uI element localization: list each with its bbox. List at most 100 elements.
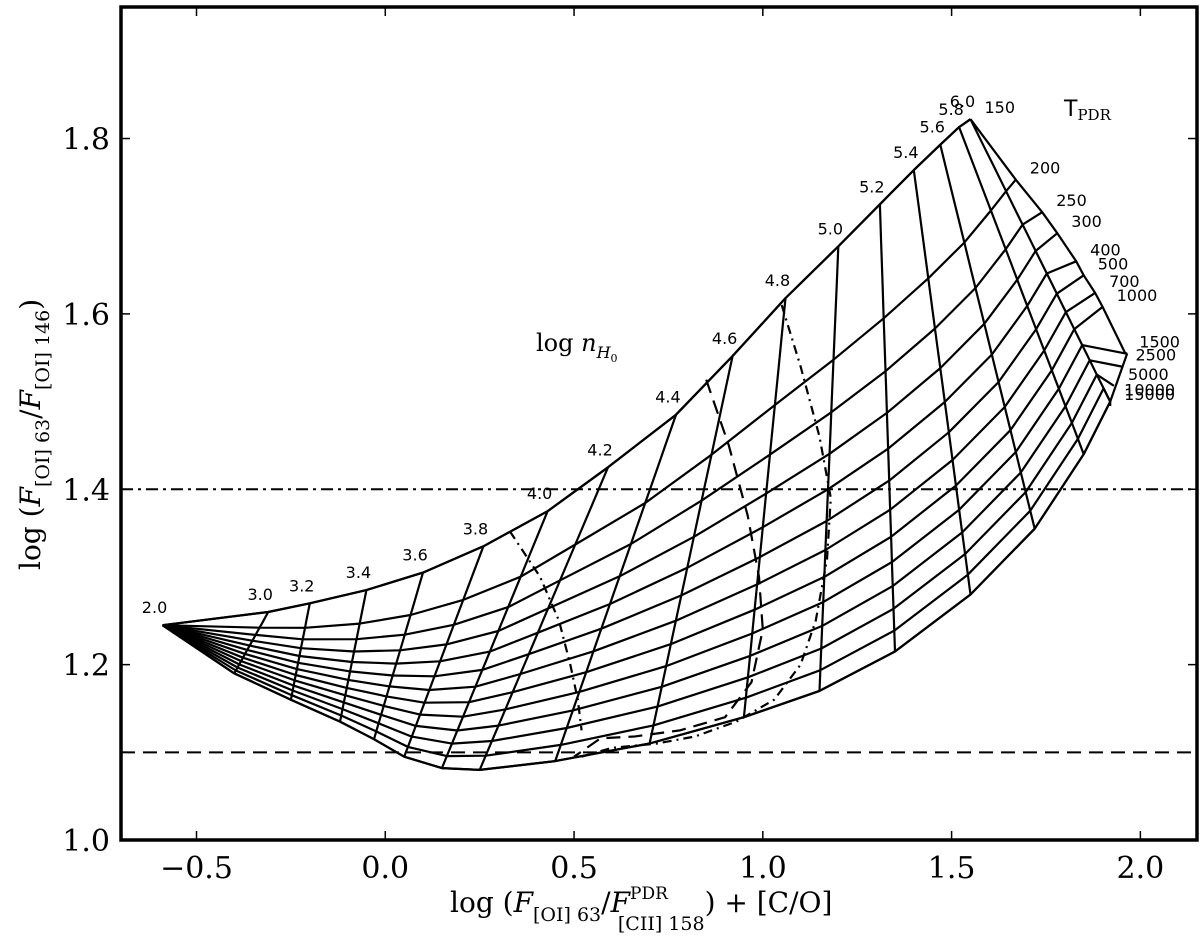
density-grid-line bbox=[289, 603, 311, 700]
temperature-value-label: 300 bbox=[1071, 212, 1102, 231]
x-title-sup2: PDR bbox=[630, 884, 669, 904]
density-grid-line bbox=[372, 572, 425, 740]
density-value-label: 2.0 bbox=[142, 598, 167, 617]
x-tick-label: 1.5 bbox=[928, 851, 976, 886]
temperature-value-label: 10000 bbox=[1124, 381, 1175, 400]
temperature-axis-label: TPDR bbox=[1063, 97, 1112, 124]
density-grid-line bbox=[554, 414, 678, 762]
density-top-boundary bbox=[162, 118, 972, 627]
x-tick-label: 0.0 bbox=[361, 851, 409, 886]
density-value-label: 3.6 bbox=[402, 546, 427, 565]
y-axis-title: log (F[OI] 63/F[OI] 146) bbox=[14, 299, 54, 570]
x-tick-label: 2.0 bbox=[1117, 851, 1165, 886]
density-value-label: 4.2 bbox=[587, 440, 612, 459]
y-title-suffix: ) bbox=[14, 299, 47, 310]
y-title-f2: F bbox=[14, 388, 47, 410]
density-grid-line bbox=[233, 611, 270, 674]
temperature-label-main: T bbox=[1063, 97, 1078, 122]
density-value-label: 5.6 bbox=[920, 118, 945, 137]
density-grid-line bbox=[648, 355, 734, 744]
temperature-value-label: 5000 bbox=[1128, 365, 1169, 384]
x-title-sub2: [CII] 158 bbox=[618, 913, 705, 935]
temperature-grid-line bbox=[162, 306, 1104, 704]
x-title-f2: F bbox=[610, 886, 632, 919]
y-title-sub2: [OI] 146 bbox=[32, 310, 54, 390]
density-value-label: 3.0 bbox=[248, 585, 273, 604]
density-grid-line bbox=[742, 297, 787, 718]
density-label-var: n bbox=[581, 329, 596, 357]
observation-curve-dashed bbox=[573, 379, 764, 758]
x-title-sub1: [OI] 63 bbox=[533, 904, 601, 926]
temperature-grid-line bbox=[162, 260, 1077, 665]
density-grid-line bbox=[440, 510, 549, 769]
density-value-label: 4.4 bbox=[655, 388, 680, 407]
density-grid-line bbox=[878, 204, 897, 652]
density-value-label: 3.8 bbox=[463, 519, 488, 538]
density-label-sub: H bbox=[596, 343, 612, 362]
density-value-label: 5.4 bbox=[893, 143, 918, 162]
observation-curve-dashdot bbox=[581, 304, 832, 758]
density-value-label: 5.2 bbox=[859, 177, 884, 196]
density-grid-line bbox=[818, 246, 840, 691]
temperature-grid-line bbox=[162, 232, 1058, 653]
y-title-sub1: [OI] 63 bbox=[32, 419, 54, 487]
temperature-value-label: 700 bbox=[1109, 272, 1140, 291]
density-label-log: log bbox=[536, 329, 581, 357]
x-tick-label: 1.0 bbox=[739, 851, 787, 886]
y-title-slash: / bbox=[14, 409, 47, 419]
x-title-suffix: ) + [C/O] bbox=[705, 886, 833, 919]
temperature-value-label: 400 bbox=[1090, 240, 1121, 259]
x-title-prefix: log ( bbox=[450, 886, 514, 919]
density-value-label: 5.8 bbox=[938, 100, 963, 119]
grid-labels: 2.0 3.0 3.2 3.4 3.6 3.8 4.0 4.2 4.4 4.6 4.8 5.0 5.2 5… bbox=[142, 92, 1180, 617]
y-tick-label: 1.2 bbox=[62, 649, 110, 684]
temperature-grid-line bbox=[161, 373, 1115, 745]
plot-area bbox=[121, 118, 1197, 772]
temperature-value-label: 150 bbox=[984, 98, 1015, 117]
temperature-grid-line bbox=[162, 178, 1017, 629]
density-grid-line bbox=[958, 126, 1085, 455]
temperature-value-label: 1000 bbox=[1117, 286, 1158, 305]
model-grid bbox=[161, 118, 1129, 772]
y-title-f1: F bbox=[14, 485, 47, 507]
temperature-right-boundary bbox=[969, 118, 1128, 355]
x-title-slash: / bbox=[601, 886, 611, 919]
density-value-label: 4.0 bbox=[527, 484, 552, 503]
plot-frame bbox=[119, 5, 1199, 842]
density-label-subsub: 0 bbox=[611, 352, 618, 365]
x-tick-label: −0.5 bbox=[160, 851, 233, 886]
observed-curves bbox=[508, 304, 832, 758]
grid-bottom-envelope bbox=[161, 353, 1129, 772]
observation-curve-dashdot bbox=[508, 530, 583, 731]
temperature-grid-line bbox=[161, 359, 1122, 732]
temperature-value-label: 250 bbox=[1056, 191, 1087, 210]
density-grid-line bbox=[969, 118, 1112, 403]
temperature-value-label: 1500 bbox=[1139, 332, 1180, 351]
temperature-value-label: 200 bbox=[1030, 159, 1061, 178]
temperature-grid-line bbox=[162, 291, 1096, 692]
density-grid-line bbox=[338, 589, 368, 722]
density-grid-line bbox=[939, 144, 1036, 529]
density-value-label: 6.0 bbox=[950, 92, 975, 111]
x-title-f1: F bbox=[513, 886, 535, 919]
temperature-grid-line bbox=[162, 344, 1126, 718]
density-value-label: 4.8 bbox=[765, 271, 790, 290]
x-tick-label: 0.5 bbox=[550, 851, 598, 886]
temperature-value-label: 15000 bbox=[1124, 385, 1175, 404]
y-tick-label: 1.4 bbox=[62, 473, 110, 508]
temperature-value-label: 2500 bbox=[1135, 346, 1176, 365]
axis-ticks: −0.5 0.0 0.5 1.0 1.5 2.0 1.0 1.2 1.4 1.6 1.8 bbox=[62, 7, 1197, 886]
temperature-grid-line bbox=[162, 274, 1085, 678]
density-value-label: 3.4 bbox=[346, 563, 371, 582]
x-axis-title: log (F[OI] 63/FPDR [CII] 158) + [C/O] bbox=[450, 884, 832, 935]
density-grid-line bbox=[478, 466, 610, 771]
temperature-label-sub: PDR bbox=[1077, 106, 1111, 124]
temperature-grid-line bbox=[161, 387, 1112, 758]
reference-lines bbox=[121, 488, 1197, 754]
y-tick-label: 1.8 bbox=[62, 123, 110, 158]
y-title-prefix: log ( bbox=[14, 506, 47, 570]
density-grid-line bbox=[912, 169, 972, 595]
density-grid-line bbox=[403, 545, 485, 758]
y-tick-label: 1.6 bbox=[62, 298, 110, 333]
